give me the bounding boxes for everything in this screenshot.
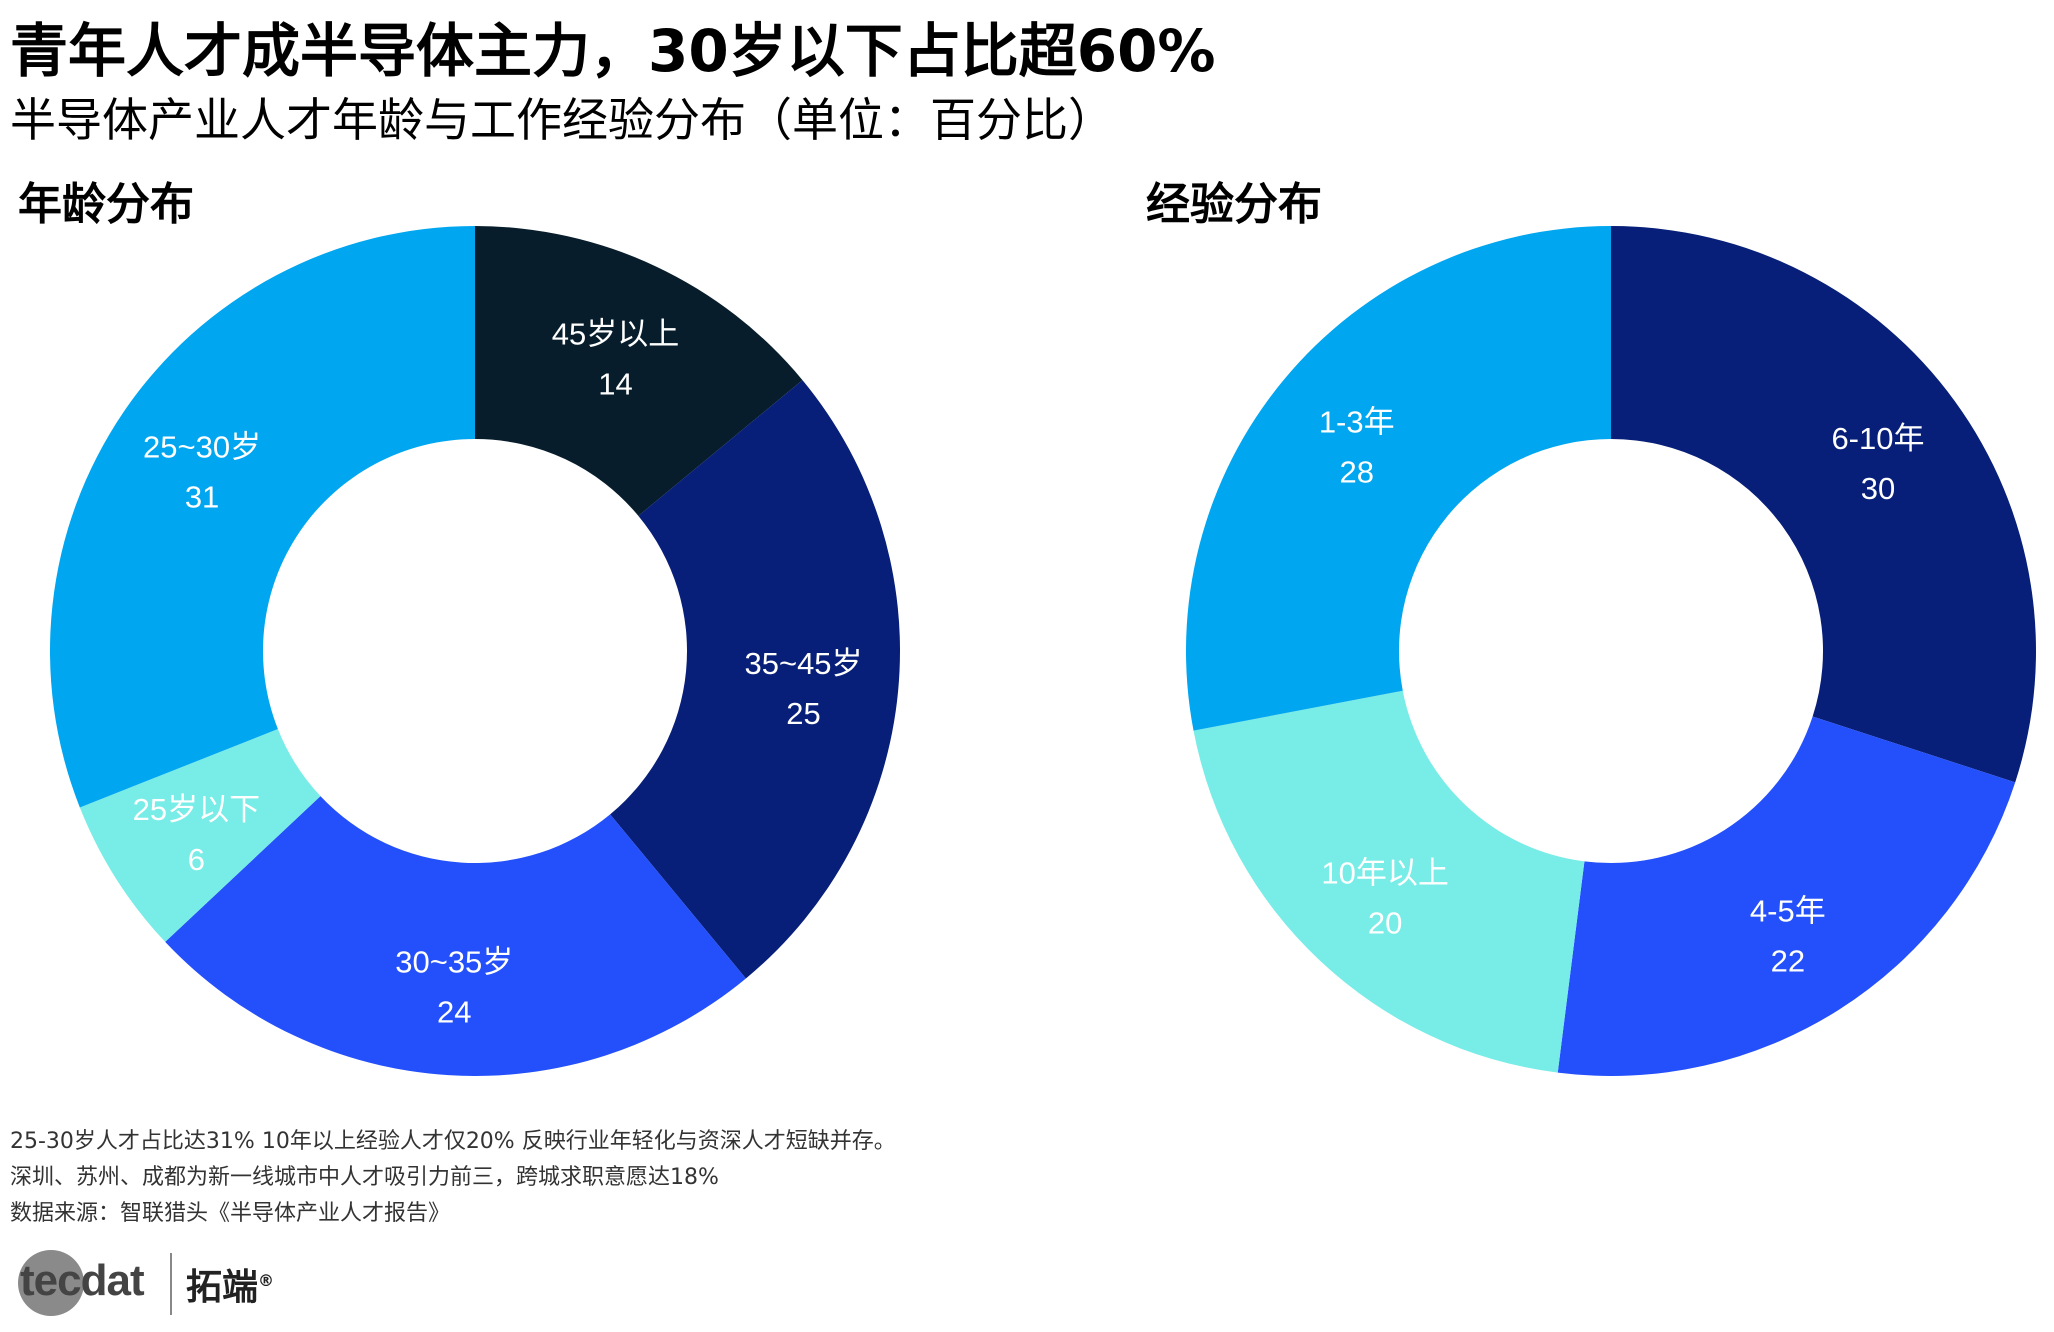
slice-value-label: 14 [598, 366, 632, 401]
logo-divider [170, 1253, 172, 1315]
donut-slice [1557, 716, 2016, 1076]
age-chart-title: 年龄分布 [18, 179, 194, 230]
note-line: 25-30岁人才占比达31% 10年以上经验人才仅20% 反映行业年轻化与资深人… [10, 1129, 896, 1154]
slice-value-label: 28 [1339, 455, 1373, 490]
brand-logo: tecdat 拓端® [18, 1250, 274, 1318]
slice-category-label: 6-10年 [1831, 421, 1924, 456]
slice-value-label: 24 [437, 994, 471, 1029]
donut-slice [165, 796, 746, 1076]
logo-text: tecdat [20, 1256, 145, 1305]
footnotes: 25-30岁人才占比达31% 10年以上经验人才仅20% 反映行业年轻化与资深人… [10, 1124, 896, 1232]
donut-slice [610, 380, 900, 979]
slice-category-label: 35~45岁 [744, 646, 862, 681]
donut-slice [1611, 226, 2036, 783]
note-line: 深圳、苏州、成都为新一线城市中人才吸引力前三，跨城求职意愿达18% [10, 1165, 719, 1190]
slice-value-label: 6 [188, 842, 205, 877]
logo-cn: 拓端® [186, 1267, 275, 1308]
slice-category-label: 45岁以上 [552, 316, 679, 351]
slice-category-label: 30~35岁 [395, 944, 513, 979]
slice-category-label: 25岁以下 [133, 792, 260, 827]
page-title: 青年人才成半导体主力，30岁以下占比超60% [10, 17, 1216, 85]
slice-value-label: 31 [185, 480, 219, 515]
tecdat-logo-icon: tecdat [18, 1250, 146, 1318]
donut-slice [1186, 226, 1611, 731]
slice-category-label: 10年以上 [1321, 856, 1448, 891]
slice-value-label: 25 [786, 696, 820, 731]
slice-category-label: 1-3年 [1319, 405, 1395, 440]
donut-slice [50, 226, 476, 808]
slice-category-label: 4-5年 [1750, 894, 1826, 929]
source-line: 数据来源：智联猎头《半导体产业人才报告》 [10, 1201, 451, 1226]
slice-category-label: 25~30岁 [143, 430, 261, 465]
donut-slice [1193, 690, 1585, 1073]
slice-value-label: 30 [1861, 471, 1895, 506]
donut-slice [475, 226, 803, 516]
page-subtitle: 半导体产业人才年龄与工作经验分布（单位：百分比） [10, 93, 1114, 147]
experience-donut-chart: 6-10年 30 4-5年 22 10年以上 20 1-3年 28 [1186, 226, 2036, 1076]
experience-chart-title: 经验分布 [1146, 179, 1322, 230]
slice-value-label: 20 [1368, 906, 1402, 941]
donut-slice [79, 729, 321, 942]
slice-value-label: 22 [1771, 944, 1805, 979]
age-donut-chart: 45岁以上 14 35~45岁 25 30~35岁 24 25岁以下 6 25~30岁 31 [50, 226, 900, 1076]
